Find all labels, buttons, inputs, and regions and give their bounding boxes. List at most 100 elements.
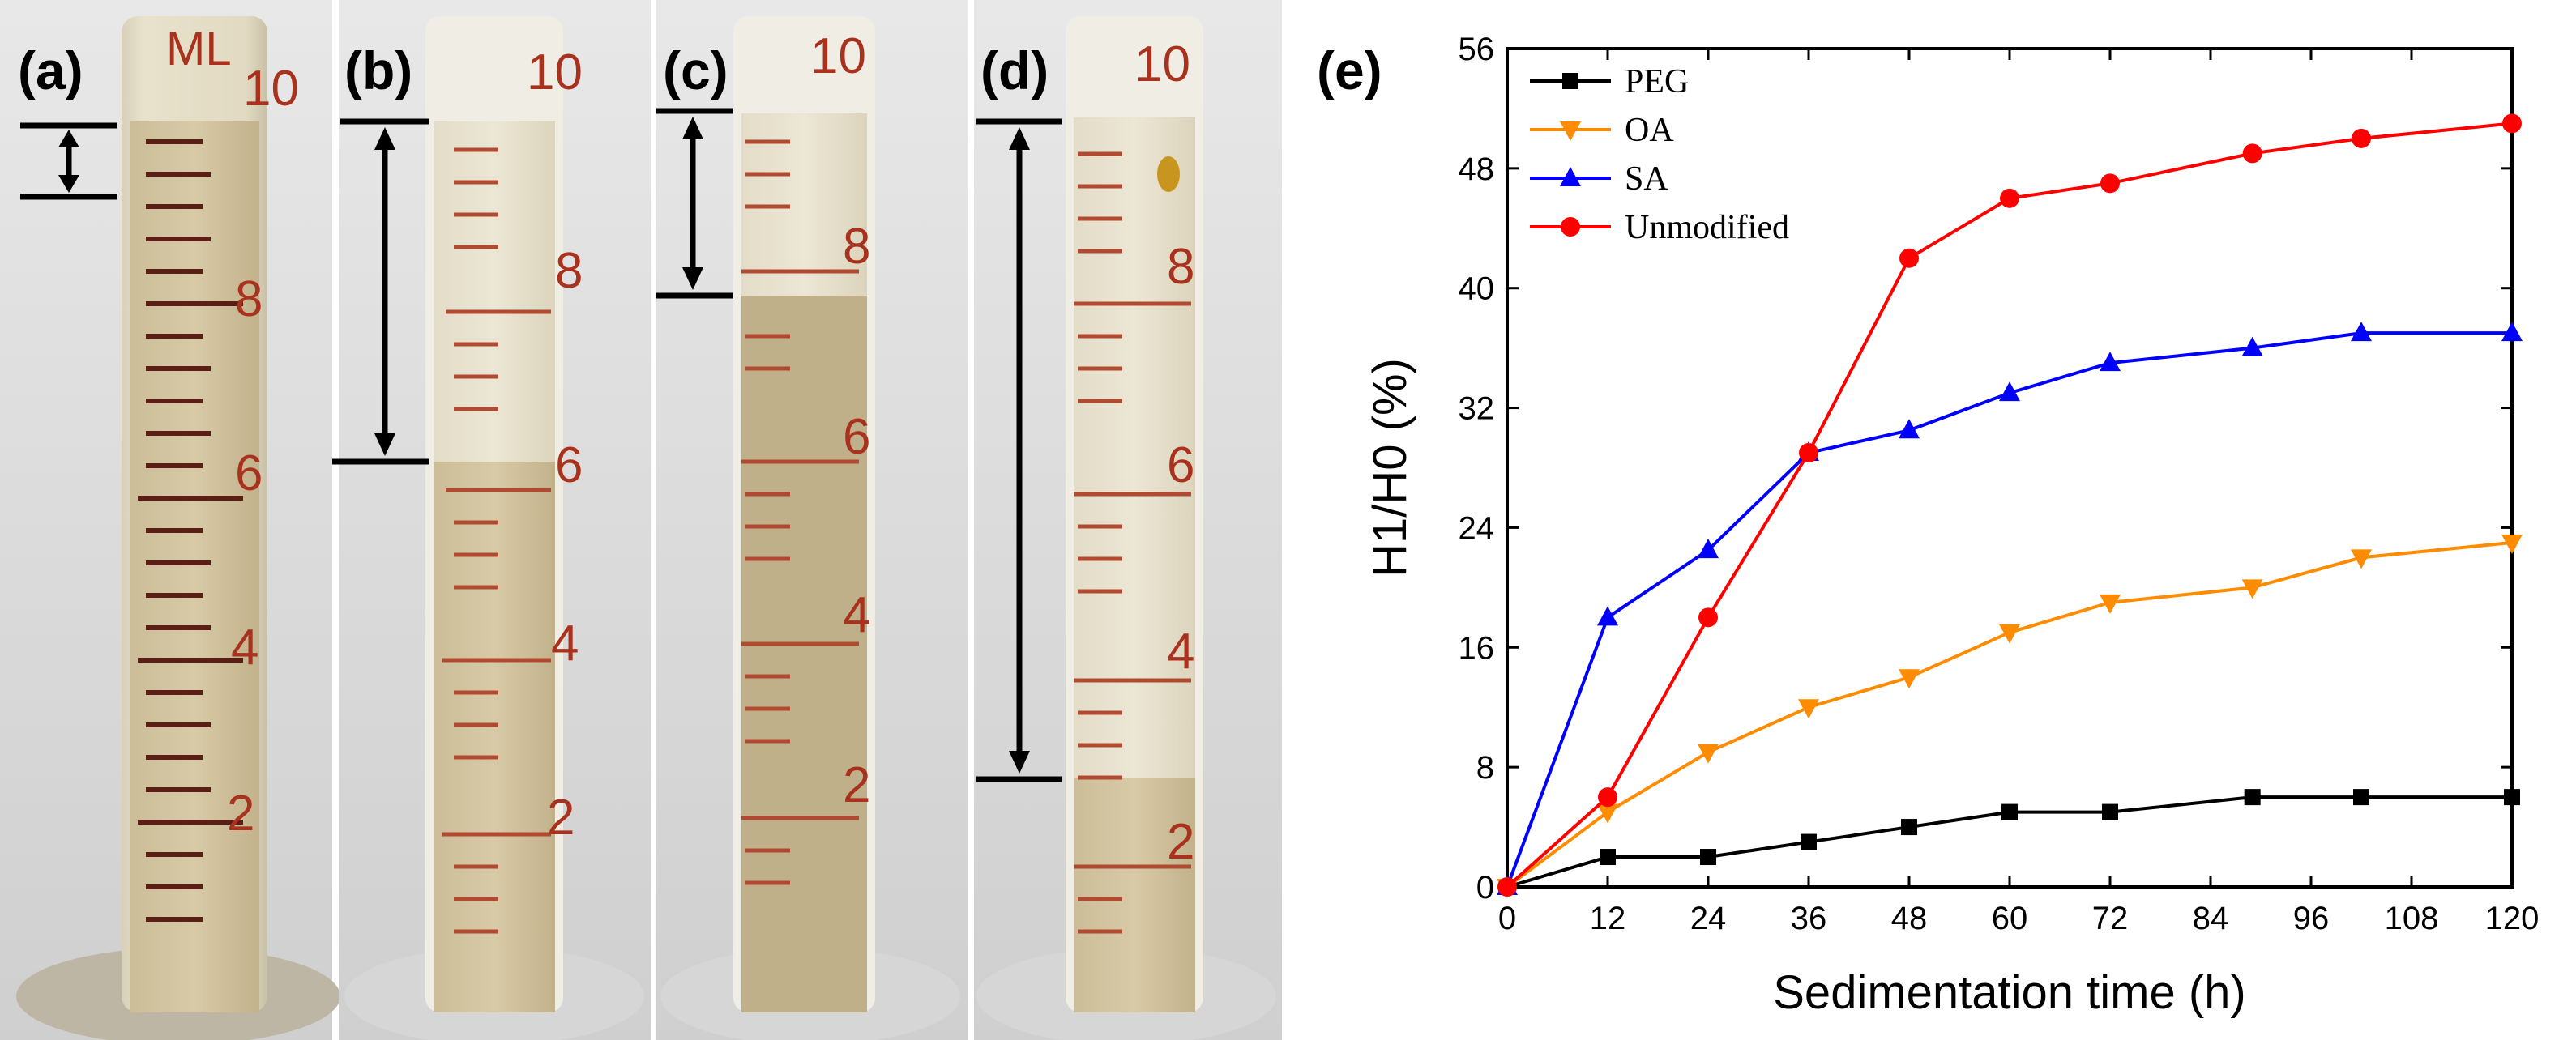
height-indicator-arrow [332, 118, 429, 465]
data-point-oa [2351, 549, 2372, 569]
scale-number: 4 [551, 616, 579, 671]
series-unmodified [1497, 113, 2522, 897]
data-point-unmodified [2100, 173, 2120, 194]
data-point-sa [2351, 322, 2372, 342]
graduation-marks [1074, 151, 1191, 934]
liquid-column [130, 121, 259, 1012]
scale-number: 6 [843, 409, 870, 465]
x-tick-label: 24 [1690, 901, 1727, 936]
y-tick-label: 32 [1459, 391, 1495, 427]
chart-panel-e: (e) 0 12 24 36 48 60 72 84 96 108 120 0 8 16 24 32 40 48 5… [1317, 32, 2539, 1019]
photo-panel-a: ML 10 8 6 4 2 (a) [0, 0, 340, 1040]
x-tick-label: 36 [1791, 901, 1827, 936]
data-point-unmodified [1899, 248, 1919, 268]
liquid-column-clear [1074, 117, 1195, 778]
x-tick-label: 120 [2485, 901, 2540, 936]
scale-number: 2 [843, 757, 870, 813]
scale-number: 6 [235, 445, 263, 501]
x-tick-label: 96 [2293, 901, 2330, 936]
data-point-sa [1999, 381, 2020, 402]
cylinder-top-number: 10 [810, 28, 866, 84]
data-point-peg [2001, 803, 2018, 820]
cylinder-top-number: 10 [527, 45, 583, 100]
x-tick-label: 48 [1891, 901, 1928, 936]
data-point-oa [2100, 594, 2121, 614]
data-point-peg [2353, 789, 2369, 806]
legend-label-peg: PEG [1625, 63, 1689, 100]
photo-panel-b: 10 8 6 4 2 (b) [332, 0, 651, 1040]
data-point-peg [2244, 789, 2261, 806]
x-axis-title: Sedimentation time (h) [1773, 966, 2245, 1019]
data-point-unmodified [1799, 443, 1818, 463]
data-point-oa [1798, 699, 1819, 719]
data-point-sa [1899, 419, 1920, 439]
panel-label-e: (e) [1317, 40, 1382, 100]
photo-panel-c: 10 8 6 4 2 (c) [656, 0, 968, 1040]
liquid-column-sediment [1074, 778, 1195, 1012]
legend-label-oa: OA [1625, 112, 1674, 149]
legend-label-unmodified: Unmodified [1625, 209, 1789, 246]
data-point-peg [2102, 803, 2118, 820]
x-tick-label: 108 [2385, 901, 2439, 936]
data-point-oa [1999, 624, 2020, 644]
legend-marker-peg [1562, 73, 1578, 89]
data-point-unmodified [2000, 188, 2019, 208]
scale-number: 8 [1167, 239, 1194, 295]
x-tick-label: 0 [1498, 901, 1516, 936]
legend-item-sa: SA [1530, 160, 1668, 198]
scale-number: 6 [555, 437, 583, 493]
y-tick-label: 0 [1476, 870, 1494, 906]
legend-marker-unmodified [1561, 217, 1580, 237]
legend-marker-oa [1560, 121, 1581, 141]
graduation-marks [138, 139, 243, 922]
data-point-unmodified [1698, 607, 1718, 628]
data-point-unmodified [2352, 128, 2371, 148]
data-point-oa [1597, 803, 1618, 824]
impurity-spot [1157, 156, 1180, 192]
legend-item-peg: PEG [1530, 63, 1689, 100]
legend-item-oa: OA [1530, 112, 1674, 149]
y-tick-label: 48 [1459, 151, 1495, 187]
liquid-column-sediment [741, 296, 867, 1012]
series-line-peg [1506, 795, 2512, 889]
data-point-peg [1700, 849, 1716, 866]
series-sa [1497, 322, 2523, 895]
cylinder-top-number: 10 [1134, 36, 1190, 92]
scale-number: 6 [1167, 437, 1194, 493]
legend-label-sa: SA [1625, 160, 1668, 198]
data-point-oa [2501, 534, 2523, 554]
scale-number: 8 [555, 243, 583, 299]
y-tick-label: 24 [1459, 510, 1495, 546]
series-line-oa [1506, 540, 2513, 889]
data-point-peg [1600, 849, 1616, 866]
series-line-sa [1506, 331, 2512, 888]
scale-number: 2 [1167, 814, 1194, 870]
data-point-sa [2100, 352, 2121, 372]
scale-number: 4 [231, 620, 258, 676]
data-point-oa [1698, 744, 1719, 764]
height-indicator-arrow [976, 118, 1062, 782]
line-chart: 0 12 24 36 48 60 72 84 96 108 120 0 8 16 24 32 40 48 56 Sed… [1364, 32, 2539, 1019]
scale-number: 2 [227, 786, 254, 842]
legend-item-unmodified: Unmodified [1530, 209, 1789, 246]
data-point-oa [1899, 669, 1920, 689]
scale-number: 8 [235, 271, 263, 327]
data-point-unmodified [1598, 787, 1617, 808]
panel-label-d: (d) [980, 40, 1049, 100]
panel-label-b: (b) [344, 40, 412, 100]
x-tick-label: 60 [1992, 901, 2028, 936]
height-indicator-arrow [656, 108, 733, 299]
scale-number: 4 [1167, 624, 1194, 680]
data-point-peg [1901, 819, 1917, 836]
graduation-marks [442, 147, 551, 934]
data-point-unmodified [2242, 143, 2262, 164]
y-tick-label: 40 [1459, 271, 1495, 307]
liquid-column-clear [434, 121, 555, 462]
cylinder-top-number: 10 [243, 61, 299, 117]
data-point-unmodified [2502, 113, 2522, 134]
data-point-sa [1597, 606, 1618, 626]
data-point-sa [2241, 336, 2263, 356]
y-tick-label: 56 [1459, 32, 1495, 67]
y-axis-title: H1/H0 (%) [1364, 358, 1416, 578]
